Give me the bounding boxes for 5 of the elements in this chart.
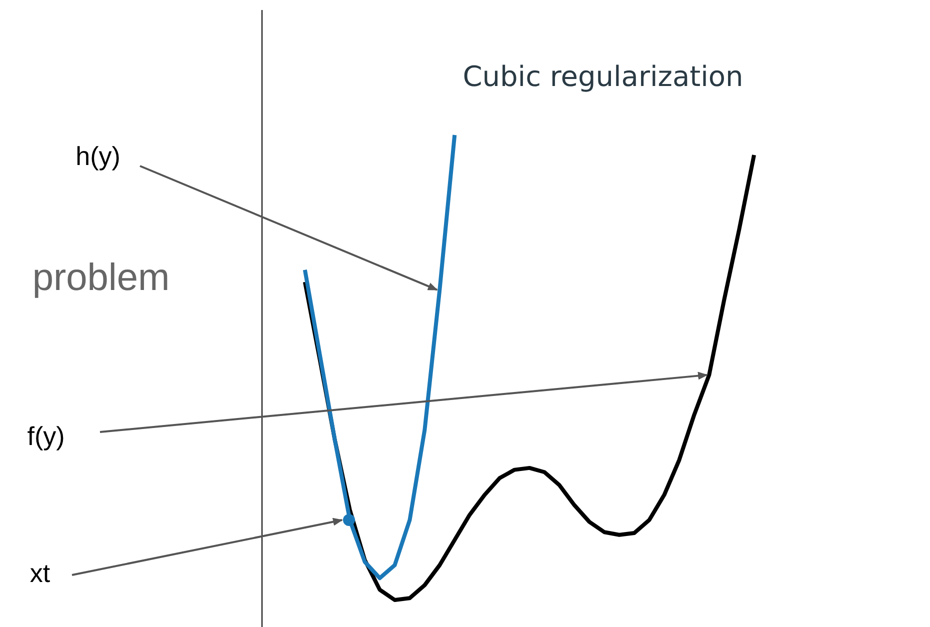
text: problem: [32, 257, 170, 300]
chart-title: Cubic regularization: [462, 60, 744, 93]
text: h(y): [76, 140, 120, 171]
text: f(y): [27, 420, 65, 451]
text: xt: [30, 558, 51, 588]
